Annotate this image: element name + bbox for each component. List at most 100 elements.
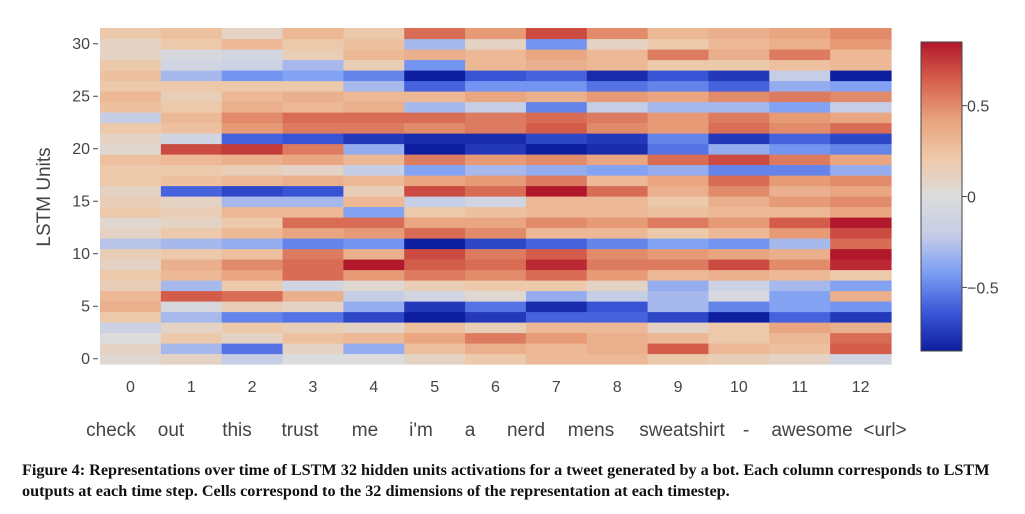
- heatmap-cell: [221, 353, 284, 365]
- heatmap-cell: [525, 91, 588, 103]
- heatmap-cell: [525, 133, 588, 145]
- heatmap-cell: [586, 269, 649, 281]
- heatmap-cell: [221, 133, 284, 145]
- heatmap-cell: [769, 259, 831, 271]
- token-label: trust: [282, 420, 320, 441]
- heatmap-cell: [221, 280, 284, 292]
- heatmap-cell: [404, 28, 466, 40]
- x-tick-label: 0: [126, 379, 135, 396]
- heatmap-cell: [525, 49, 588, 61]
- x-tick-label: 8: [613, 379, 622, 396]
- heatmap-cell: [830, 143, 892, 155]
- heatmap-cell: [708, 290, 770, 302]
- heatmap-cell: [525, 175, 588, 187]
- heatmap-cell: [100, 70, 162, 82]
- heatmap-cell: [525, 280, 588, 292]
- heatmap-cell: [221, 164, 284, 176]
- heatmap-cell: [830, 49, 892, 61]
- heatmap-cell: [769, 332, 831, 344]
- heatmap-cell: [100, 80, 162, 92]
- heatmap-cell: [769, 154, 831, 166]
- heatmap-cell: [465, 154, 527, 166]
- heatmap-cell: [404, 332, 466, 344]
- heatmap-cell: [525, 70, 588, 82]
- heatmap-cell: [404, 49, 466, 61]
- heatmap-cell: [465, 238, 527, 250]
- heatmap-cell: [769, 101, 831, 113]
- heatmap-cell: [830, 133, 892, 145]
- x-tick-label: 1: [187, 379, 196, 396]
- heatmap-cell: [221, 311, 284, 323]
- heatmap-cell: [465, 49, 527, 61]
- heatmap-cell: [221, 122, 284, 134]
- heatmap-cell: [343, 332, 405, 344]
- y-tick-label: 15: [72, 193, 90, 210]
- heatmap-cell: [708, 343, 770, 355]
- heatmap-cell: [769, 28, 831, 40]
- heatmap-cell: [769, 185, 831, 197]
- token-label: mens: [568, 420, 614, 441]
- heatmap-cell: [708, 301, 770, 313]
- heatmap-cell: [830, 238, 892, 250]
- heatmap-cell: [525, 290, 588, 302]
- heatmap-cell: [708, 227, 770, 239]
- y-axis-ticks: 0 5 10 15 20 25 30: [72, 36, 98, 368]
- x-tick-label: 10: [730, 379, 748, 396]
- heatmap-cell: [769, 38, 831, 50]
- heatmap-cell: [221, 101, 284, 113]
- heatmap-cell: [708, 112, 770, 124]
- heatmap-cell: [221, 154, 284, 166]
- heatmap-cell: [647, 280, 710, 292]
- heatmap-cell: [525, 122, 588, 134]
- heatmap-cell: [100, 311, 162, 323]
- heatmap-cell: [100, 91, 162, 103]
- heatmap-cell: [769, 301, 831, 313]
- y-tick-label: 30: [72, 36, 90, 53]
- heatmap-cell: [586, 332, 649, 344]
- heatmap-cell: [282, 301, 344, 313]
- heatmap-cell: [282, 196, 344, 208]
- heatmap-cell: [525, 248, 588, 260]
- heatmap-cell: [647, 217, 710, 229]
- heatmap-cell: [404, 101, 466, 113]
- heatmap-cell: [769, 49, 831, 61]
- heatmap-cell: [647, 164, 710, 176]
- heatmap-cell: [343, 154, 405, 166]
- heatmap-cell: [708, 259, 770, 271]
- heatmap-cell: [708, 269, 770, 281]
- heatmap-cell: [586, 280, 649, 292]
- heatmap-cell: [100, 143, 162, 155]
- heatmap-cell: [465, 59, 527, 71]
- x-tick-label: 4: [369, 379, 378, 396]
- heatmap-cell: [160, 70, 223, 82]
- heatmap-cell: [769, 322, 831, 334]
- heatmap-cell: [100, 301, 162, 313]
- heatmap-cell: [404, 175, 466, 187]
- heatmap-cell: [282, 206, 344, 218]
- heatmap-cell: [282, 217, 344, 229]
- heatmap-cell: [221, 343, 284, 355]
- heatmap-cell: [830, 269, 892, 281]
- heatmap-cells: [100, 28, 892, 365]
- heatmap-cell: [160, 290, 223, 302]
- heatmap-cell: [343, 290, 405, 302]
- heatmap-cell: [647, 175, 710, 187]
- heatmap-cell: [282, 49, 344, 61]
- heatmap-cell: [586, 28, 649, 40]
- token-labels: check out this trust me i'm a nerd mens sweatshir…: [86, 420, 906, 441]
- token-label: check: [86, 420, 136, 441]
- token-label: sweatshirt: [639, 420, 725, 441]
- heatmap-cell: [708, 185, 770, 197]
- heatmap-cell: [221, 301, 284, 313]
- heatmap-cell: [769, 122, 831, 134]
- heatmap-cell: [160, 154, 223, 166]
- heatmap-cell: [404, 143, 466, 155]
- heatmap-cell: [221, 38, 284, 50]
- heatmap-cell: [160, 122, 223, 134]
- heatmap-cell: [160, 196, 223, 208]
- heatmap-cell: [647, 70, 710, 82]
- heatmap-cell: [647, 112, 710, 124]
- heatmap-cell: [769, 112, 831, 124]
- heatmap-cell: [708, 175, 770, 187]
